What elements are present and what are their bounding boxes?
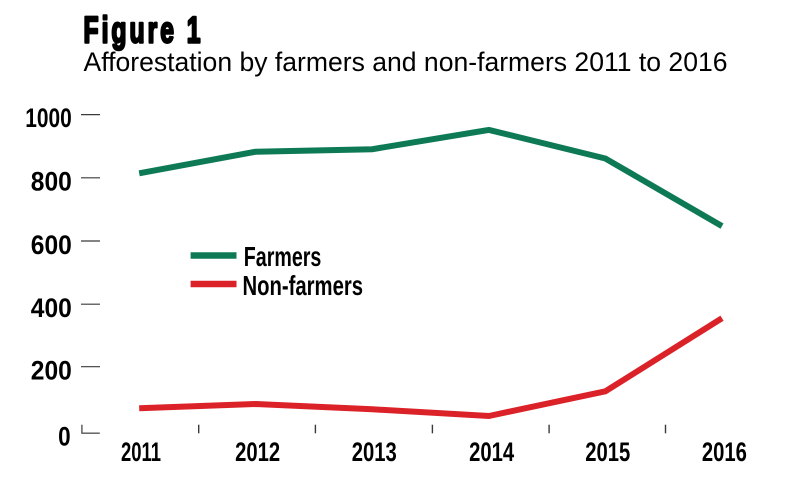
svg-text:800: 800 [31, 166, 72, 197]
svg-text:1000: 1000 [25, 102, 72, 133]
svg-text:2014: 2014 [469, 436, 514, 467]
svg-text:2012: 2012 [235, 436, 280, 467]
svg-text:200: 200 [31, 355, 72, 386]
svg-text:600: 600 [31, 229, 72, 260]
svg-text:Afforestation by farmers and n: Afforestation by farmers and non-farmers… [84, 47, 728, 77]
svg-text:Figure 1: Figure 1 [84, 9, 204, 50]
svg-text:2016: 2016 [702, 436, 747, 467]
svg-text:2013: 2013 [352, 436, 397, 467]
svg-text:2011: 2011 [121, 436, 161, 467]
svg-text:Farmers: Farmers [244, 240, 321, 272]
svg-text:400: 400 [31, 292, 72, 323]
svg-text:0: 0 [58, 421, 71, 452]
svg-text:Non-farmers: Non-farmers [243, 269, 364, 301]
svg-text:2015: 2015 [585, 436, 630, 467]
